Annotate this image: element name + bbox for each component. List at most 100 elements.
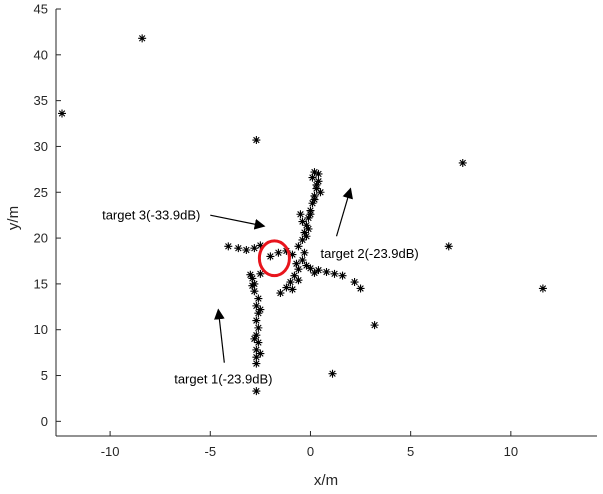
data-point: [338, 271, 347, 280]
data-point: [306, 264, 315, 273]
data-point: [252, 316, 261, 325]
y-tick-label: 30: [34, 139, 48, 154]
data-point: [292, 259, 301, 268]
data-point: [330, 269, 339, 278]
annotation-label: target 2(-23.9dB): [320, 246, 418, 261]
y-tick-label: 15: [34, 276, 48, 291]
y-tick-label: 35: [34, 93, 48, 108]
data-point: [328, 369, 337, 378]
data-point: [356, 284, 365, 293]
x-tick-label: 10: [504, 444, 518, 459]
data-point: [256, 241, 265, 250]
y-tick-label: 45: [34, 2, 48, 17]
data-points: [58, 34, 547, 396]
data-point: [282, 246, 291, 255]
annotations: target 1(-23.9dB) target 2(-23.9dB) target…: [102, 187, 419, 387]
data-point: [298, 235, 307, 244]
x-tick-label: 5: [407, 444, 414, 459]
data-point: [314, 177, 323, 186]
data-point: [256, 349, 265, 358]
y-axis-label: y/m: [5, 206, 22, 230]
data-point: [252, 345, 261, 354]
data-point: [312, 180, 321, 189]
x-axis-label: x/m: [314, 472, 338, 489]
data-point: [294, 242, 303, 251]
data-point: [224, 242, 233, 251]
data-point: [314, 266, 323, 275]
data-point: [254, 309, 263, 318]
data-point: [252, 387, 261, 396]
data-point: [294, 265, 303, 274]
data-point: [350, 278, 359, 287]
data-point: [304, 213, 313, 222]
y-tick-label: 5: [41, 368, 48, 383]
y-tick-label: 10: [34, 322, 48, 337]
highlight-circle: [257, 239, 291, 278]
data-point: [308, 199, 317, 208]
data-point: [304, 224, 313, 233]
data-point: [306, 210, 315, 219]
y-tick-label: 0: [41, 414, 48, 429]
data-point: [282, 283, 291, 292]
data-point: [300, 248, 309, 257]
data-point: [308, 173, 317, 182]
data-point: [314, 169, 323, 178]
x-tick-label: -5: [205, 444, 217, 459]
data-point: [298, 256, 307, 265]
data-point: [296, 210, 305, 219]
annotation-arrow: [210, 214, 266, 230]
data-point: [294, 276, 303, 285]
data-point: [58, 109, 67, 118]
data-point: [250, 334, 259, 343]
data-point: [138, 34, 147, 43]
annotation-arrow: [214, 308, 225, 363]
data-point: [242, 245, 251, 254]
data-point: [252, 331, 261, 340]
annotation-label: target 3(-33.9dB): [102, 208, 200, 223]
data-point: [234, 244, 243, 253]
data-point: [288, 250, 297, 259]
data-point: [274, 248, 283, 257]
y-tick-label: 20: [34, 231, 48, 246]
annotation-label: target 1(-23.9dB): [174, 372, 272, 387]
data-point: [300, 228, 309, 237]
data-point: [322, 267, 331, 276]
data-point: [302, 232, 311, 241]
data-point: [254, 294, 263, 303]
data-point: [248, 281, 257, 290]
data-point: [250, 287, 259, 296]
annotation-arrow: [335, 187, 353, 237]
y-tick-label: 40: [34, 47, 48, 62]
data-point: [538, 284, 547, 293]
data-point: [252, 359, 261, 368]
data-point: [310, 195, 319, 204]
x-tick-label: 0: [307, 444, 314, 459]
data-point: [444, 242, 453, 251]
data-point: [302, 261, 311, 270]
data-point: [302, 221, 311, 230]
data-point: [252, 136, 261, 145]
data-point: [316, 188, 325, 197]
data-point: [298, 217, 307, 226]
data-point: [276, 289, 285, 298]
data-point: [256, 305, 265, 314]
data-point: [288, 285, 297, 294]
data-point: [254, 323, 263, 332]
data-point: [458, 158, 467, 167]
data-point: [246, 270, 255, 279]
data-point: [252, 353, 261, 362]
tick-group: -10 -5 0 5 10 0 5 10 15 20 25 30 35 40 45: [34, 2, 519, 460]
data-point: [370, 321, 379, 330]
data-point: [252, 301, 261, 310]
data-point: [256, 269, 265, 278]
data-point: [290, 271, 299, 280]
data-point: [266, 252, 275, 261]
data-point: [310, 168, 319, 177]
data-point: [254, 338, 263, 347]
x-tick-label: -10: [101, 444, 120, 459]
data-point: [286, 278, 295, 287]
data-point: [310, 268, 319, 277]
axes: [55, 9, 597, 437]
data-point: [250, 244, 259, 253]
